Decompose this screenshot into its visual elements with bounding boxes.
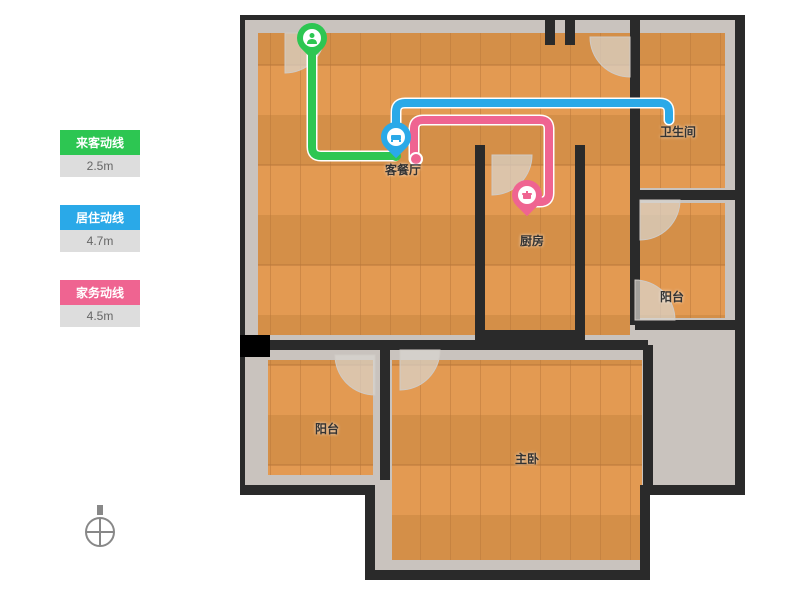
room-label-living: 客餐厅 xyxy=(385,161,421,178)
legend-label: 家务动线 xyxy=(60,280,140,305)
legend-item-chore: 家务动线 4.5m xyxy=(60,280,150,327)
guest-marker xyxy=(297,23,327,59)
room-bath xyxy=(640,33,725,188)
person-icon xyxy=(306,32,318,44)
compass-icon xyxy=(80,495,120,555)
pot-icon xyxy=(521,189,533,201)
legend-item-living: 居住动线 4.7m xyxy=(60,205,150,252)
legend: 来客动线 2.5m 居住动线 4.7m 家务动线 4.5m xyxy=(60,130,150,355)
room-label-balcony-l: 阳台 xyxy=(315,420,339,437)
room-label-kitchen: 厨房 xyxy=(520,232,544,249)
legend-value: 4.5m xyxy=(60,305,140,327)
wall-block xyxy=(240,335,270,357)
chore-marker xyxy=(512,180,542,216)
living-marker xyxy=(381,122,411,158)
legend-item-guest: 来客动线 2.5m xyxy=(60,130,150,177)
floorplan: 客餐厅 卫生间 厨房 阳台 阳台 主卧 xyxy=(240,15,760,580)
legend-value: 2.5m xyxy=(60,155,140,177)
room-label-master: 主卧 xyxy=(515,450,539,467)
room-label-bath: 卫生间 xyxy=(660,123,696,140)
legend-value: 4.7m xyxy=(60,230,140,252)
room-label-balcony-r: 阳台 xyxy=(660,288,684,305)
legend-label: 居住动线 xyxy=(60,205,140,230)
legend-label: 来客动线 xyxy=(60,130,140,155)
bed-icon xyxy=(390,131,402,143)
